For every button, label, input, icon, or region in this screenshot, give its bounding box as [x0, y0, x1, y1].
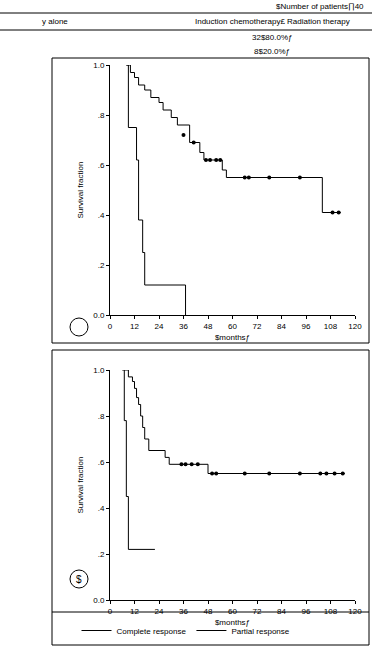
svg-text:12: 12: [130, 322, 139, 331]
svg-text:60: 60: [228, 322, 237, 331]
svg-text:8$20.0%ƒ: 8$20.0%ƒ: [254, 47, 290, 56]
svg-text:.8: .8: [98, 111, 105, 120]
svg-text:108: 108: [324, 322, 338, 331]
svg-text:.8: .8: [98, 412, 105, 421]
svg-text:.4: .4: [98, 504, 105, 513]
svg-text:.4: .4: [98, 211, 105, 220]
svg-text:0: 0: [108, 322, 113, 331]
svg-text:36: 36: [179, 322, 188, 331]
svg-text:1.0: 1.0: [93, 61, 105, 70]
svg-text:120: 120: [348, 607, 362, 616]
svg-text:Induction chemotherapy£ Radiat: Induction chemotherapy£ Radiation therap…: [195, 17, 350, 26]
svg-text:60: 60: [228, 607, 237, 616]
svg-text:24: 24: [155, 322, 164, 331]
svg-text:Complete response: Complete response: [117, 627, 187, 636]
svg-text:.2: .2: [98, 261, 105, 270]
svg-text:96: 96: [302, 607, 311, 616]
svg-text:48: 48: [204, 607, 213, 616]
svg-text:32$80.0%ƒ: 32$80.0%ƒ: [252, 33, 292, 42]
svg-text:.2: .2: [98, 550, 105, 559]
svg-text:12: 12: [130, 607, 139, 616]
svg-text:$monthsƒ: $monthsƒ: [215, 618, 250, 627]
svg-text:84: 84: [277, 322, 286, 331]
svg-text:$Number of patients∏40: $Number of patients∏40: [276, 2, 364, 11]
svg-text:48: 48: [204, 322, 213, 331]
svg-text:.6: .6: [98, 458, 105, 467]
svg-text:24: 24: [155, 607, 164, 616]
svg-text:108: 108: [324, 607, 338, 616]
svg-text:Partial response: Partial response: [231, 627, 289, 636]
svg-text:0.0: 0.0: [93, 596, 105, 605]
svg-text:Survival fraction: Survival fraction: [76, 457, 85, 514]
svg-text:72: 72: [253, 322, 262, 331]
svg-text:120: 120: [348, 322, 362, 331]
svg-text:1.0: 1.0: [93, 366, 105, 375]
svg-text:0.0: 0.0: [93, 311, 105, 320]
svg-text:.6: .6: [98, 161, 105, 170]
svg-text:96: 96: [302, 322, 311, 331]
svg-text:36: 36: [179, 607, 188, 616]
svg-text:y alone: y alone: [42, 17, 68, 26]
svg-text:Survival fraction: Survival fraction: [76, 162, 85, 219]
svg-text:84: 84: [277, 607, 286, 616]
svg-text:72: 72: [253, 607, 262, 616]
svg-text:0: 0: [108, 607, 113, 616]
svg-text:$: $: [76, 574, 82, 585]
svg-text:$monthsƒ: $monthsƒ: [215, 333, 250, 342]
